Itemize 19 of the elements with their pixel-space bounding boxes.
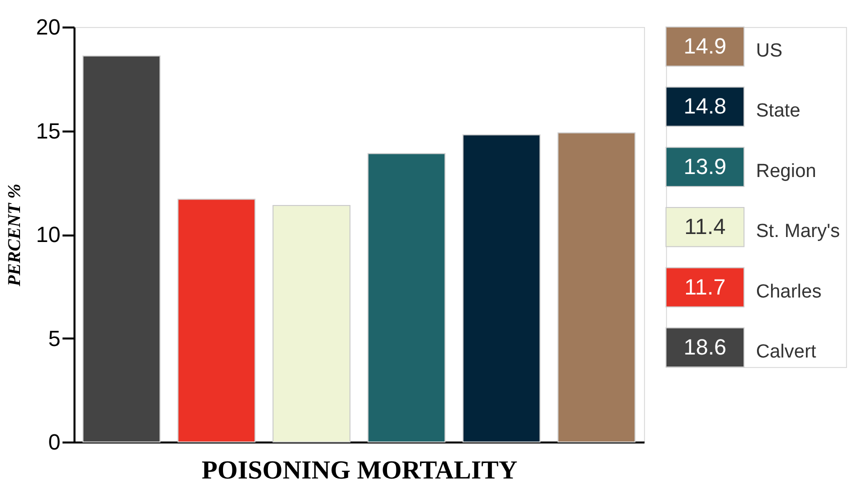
text: 14.9 <box>684 34 726 59</box>
y-tick-label: 5 <box>48 326 60 351</box>
legend-label: Calvert <box>756 341 817 362</box>
y-tick-label: 10 <box>36 222 60 247</box>
legend-label: St. Mary's <box>756 221 840 242</box>
legend-label: Charles <box>756 281 822 302</box>
y-tick-label: 0 <box>48 430 60 454</box>
text: 13.9 <box>684 154 726 179</box>
y-tick-label: 15 <box>36 118 60 144</box>
x-axis-title: POISONING MORTALITY <box>202 456 518 482</box>
y-tick-label: 20 <box>36 14 60 40</box>
y-axis-title: PERCENT % <box>4 184 24 288</box>
text: 11.7 <box>684 274 726 300</box>
text: 11.4 <box>684 214 726 240</box>
legend-label: State <box>756 100 800 122</box>
text: 14.8 <box>684 94 726 119</box>
text: 18.6 <box>684 334 726 360</box>
legend-label: US <box>756 40 782 62</box>
legend-label: Region <box>756 160 816 182</box>
